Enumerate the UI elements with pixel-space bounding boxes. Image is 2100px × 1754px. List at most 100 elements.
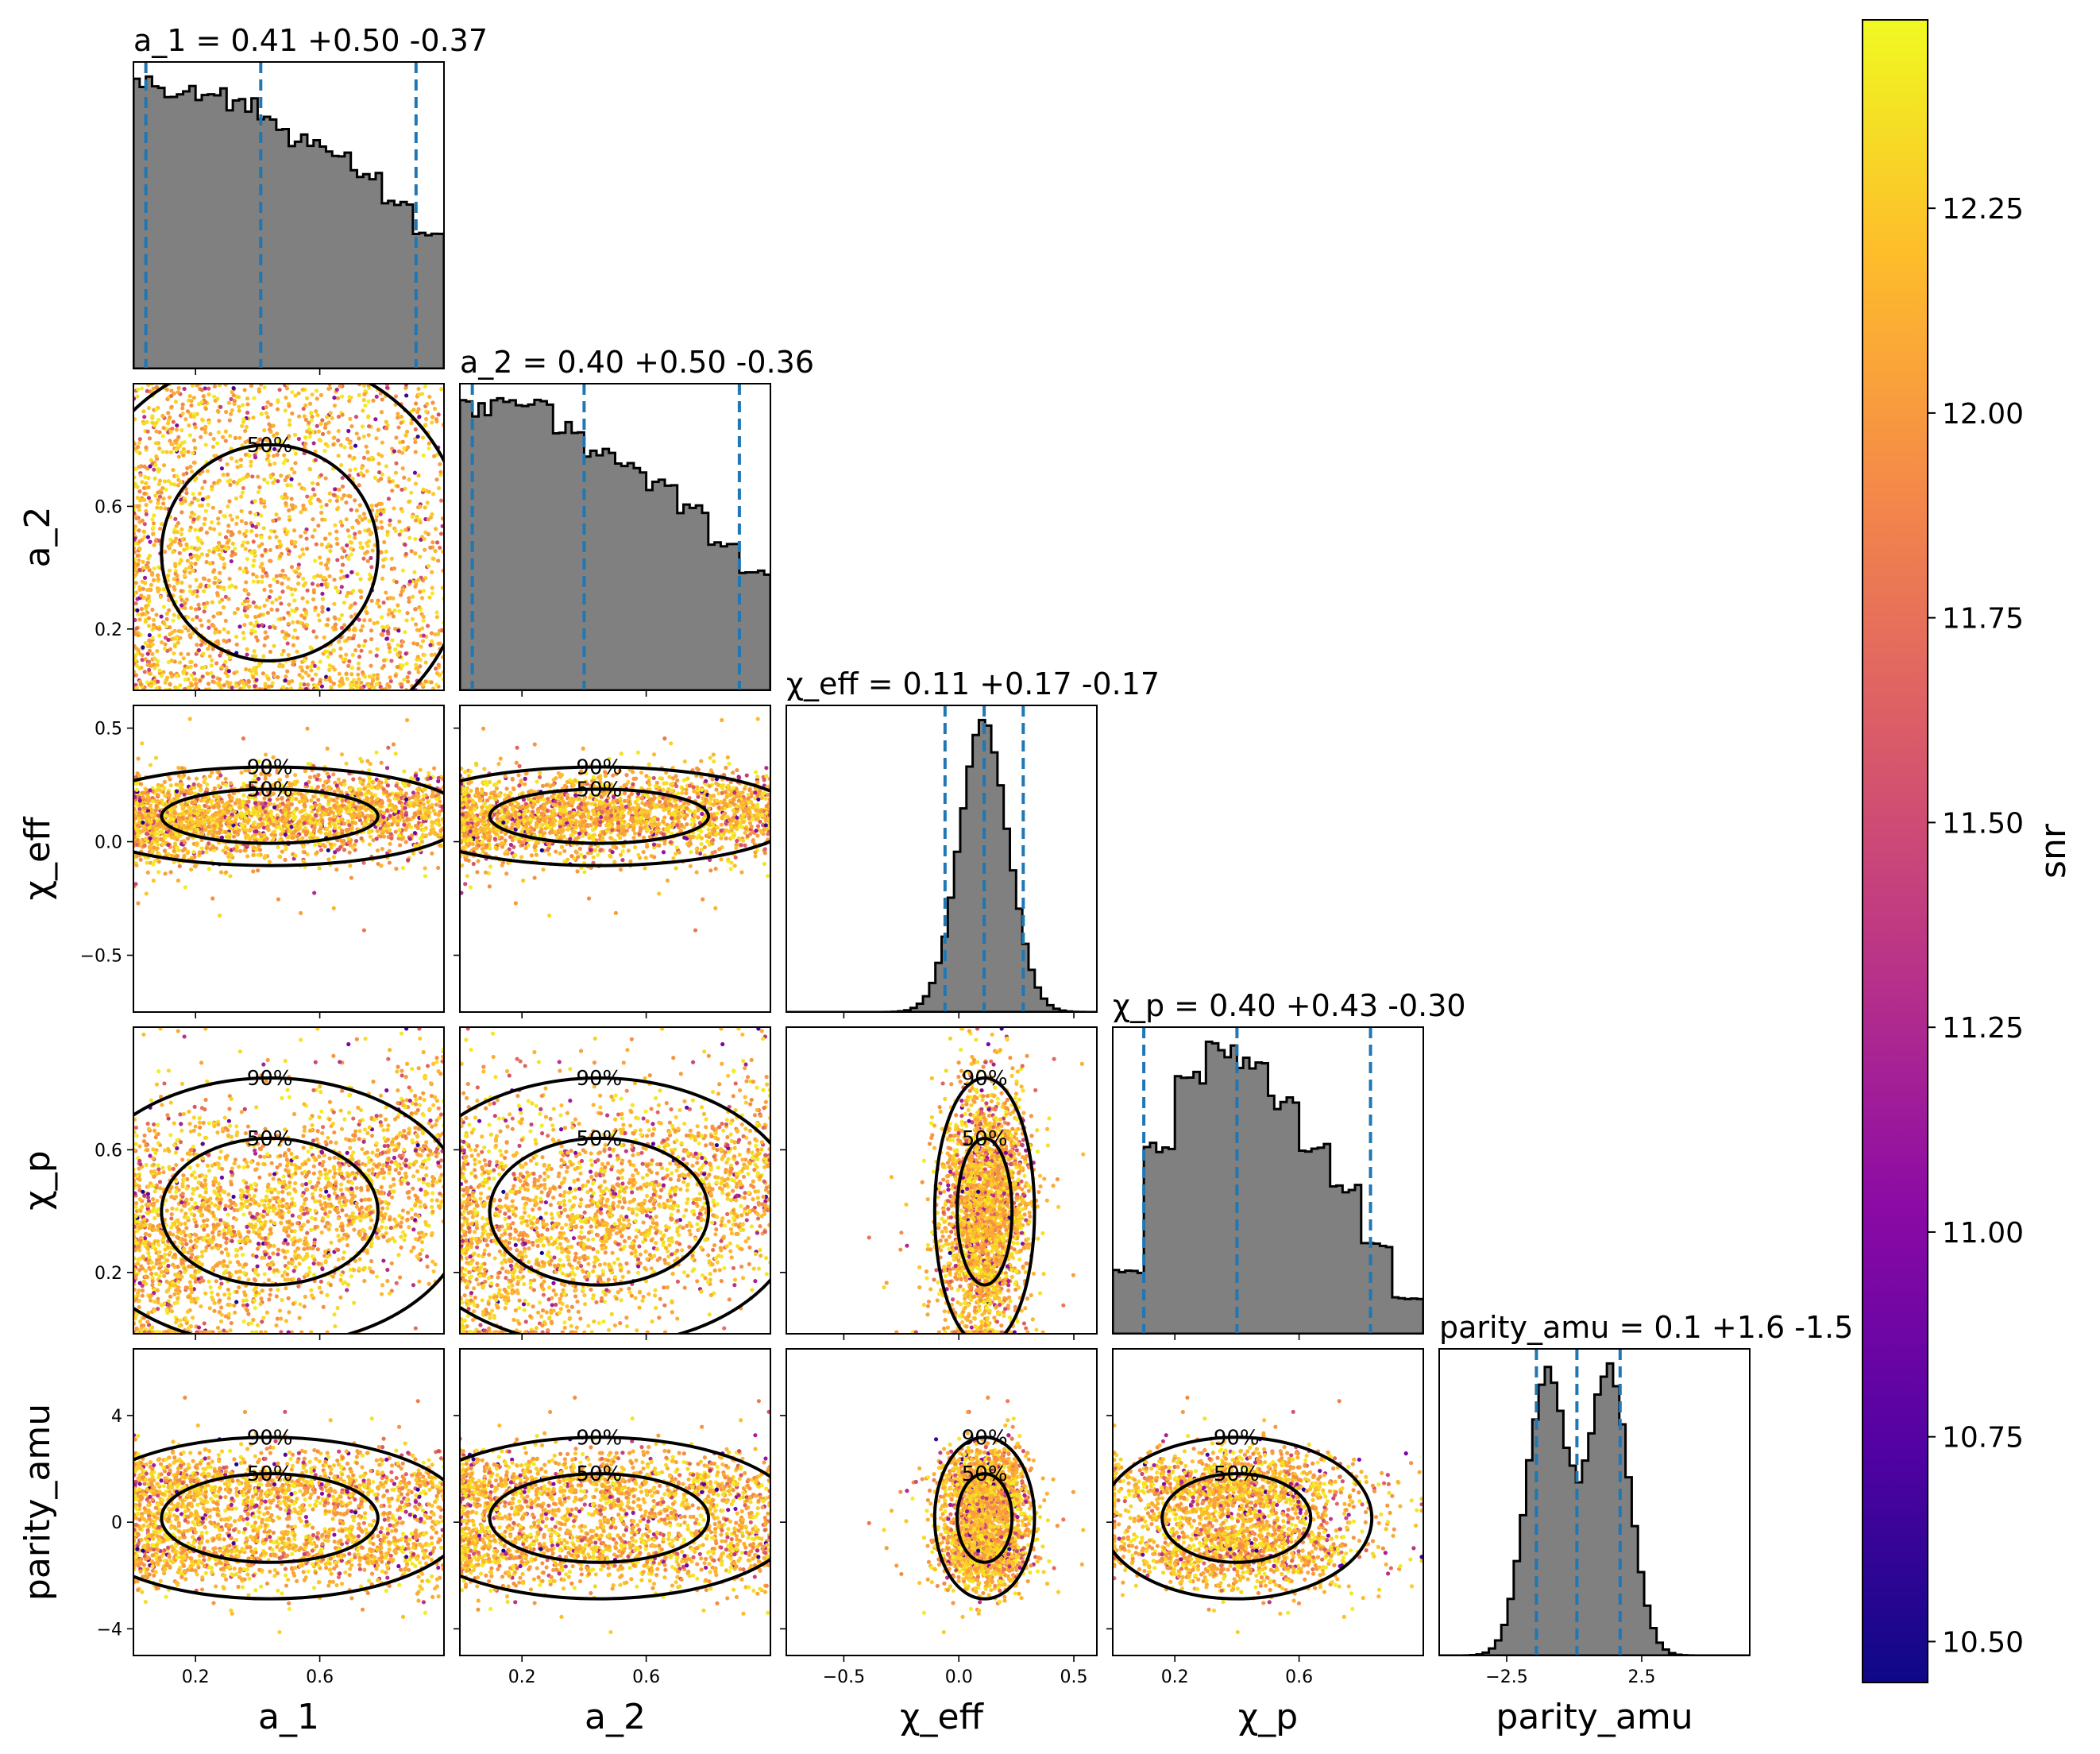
scatter-point: [320, 819, 325, 824]
scatter-point: [152, 666, 157, 670]
scatter-point: [386, 798, 391, 802]
scatter-point: [400, 780, 405, 786]
scatter-point: [263, 682, 268, 686]
scatter-point: [176, 454, 181, 459]
scatter-point: [221, 435, 226, 439]
scatter-point: [292, 598, 297, 603]
scatter-point: [268, 813, 274, 818]
scatter-point: [388, 523, 392, 527]
scatter-point: [263, 809, 268, 814]
scatter-point: [163, 680, 168, 685]
scatter-point: [244, 528, 249, 534]
scatter-point: [198, 584, 203, 589]
scatter-point: [203, 516, 207, 521]
scatter-point: [211, 394, 217, 399]
scatter-point: [258, 817, 263, 821]
scatter-point: [334, 783, 339, 788]
scatter-point: [193, 527, 198, 532]
scatter-point: [431, 808, 436, 813]
scatter-point: [295, 806, 299, 811]
scatter-point: [169, 853, 174, 858]
scatter-point: [269, 607, 274, 612]
scatter-point: [212, 454, 217, 458]
scatter-point: [134, 516, 139, 521]
scatter-point: [306, 682, 311, 687]
scatter-point: [267, 535, 272, 540]
scatter-point: [402, 446, 407, 450]
scatter-point: [172, 643, 178, 649]
scatter-point: [295, 649, 299, 654]
scatter-point: [289, 466, 294, 471]
scatter-point: [394, 783, 399, 788]
scatter-point: [146, 616, 152, 620]
scatter-point: [346, 636, 351, 640]
scatter-point: [210, 505, 215, 510]
scatter-point: [333, 823, 338, 828]
scatter-point: [145, 587, 150, 593]
scatter-point: [358, 540, 363, 546]
scatter-point: [428, 545, 433, 550]
scatter-point: [423, 576, 428, 581]
scatter-point: [191, 782, 196, 786]
scatter-point: [207, 548, 212, 553]
scatter-point: [168, 870, 173, 875]
scatter-point: [350, 652, 355, 658]
scatter-point: [317, 618, 322, 623]
scatter-point: [418, 589, 423, 594]
scatter-point: [268, 475, 273, 480]
scatter-point: [320, 591, 325, 597]
scatter-point: [342, 549, 347, 554]
scatter-point: [215, 584, 221, 589]
scatter-point: [135, 608, 140, 612]
scatter-point: [377, 604, 382, 609]
scatter-point: [303, 769, 307, 774]
scatter-point: [211, 550, 216, 554]
scatter-point: [154, 407, 159, 411]
scatter-point: [208, 847, 213, 852]
scatter-point: [228, 434, 233, 438]
scatter-point: [166, 790, 171, 795]
scatter-point: [381, 564, 386, 569]
scatter-point: [372, 620, 376, 626]
scatter-point: [205, 799, 210, 805]
scatter-point: [180, 406, 185, 411]
scatter-point: [438, 641, 442, 646]
scatter-point: [225, 540, 230, 545]
scatter-point: [134, 781, 140, 786]
scatter-point: [290, 506, 295, 512]
scatter-point: [191, 820, 195, 825]
scatter-point: [436, 791, 441, 797]
scatter-point: [373, 793, 377, 798]
scatter-point: [421, 802, 426, 807]
scatter-point: [172, 612, 176, 617]
scatter-point: [193, 663, 198, 668]
scatter-point: [199, 503, 204, 508]
scatter-point: [231, 385, 236, 391]
scatter-point: [186, 450, 191, 454]
scatter-point: [204, 559, 209, 565]
scatter-point: [228, 874, 233, 879]
scatter-point: [228, 825, 233, 830]
scatter-point: [388, 479, 392, 484]
scatter-point: [294, 570, 299, 574]
scatter-point: [428, 515, 434, 520]
scatter-point: [243, 452, 248, 458]
scatter-point: [433, 527, 438, 531]
scatter-point: [314, 542, 318, 547]
scatter-point: [212, 546, 217, 551]
scatter-point: [168, 415, 172, 420]
scatter-point: [230, 389, 234, 395]
scatter-point: [436, 778, 441, 783]
scatter-point: [403, 543, 407, 547]
scatter-point: [415, 787, 420, 792]
scatter-point: [219, 665, 224, 670]
scatter-point: [460, 767, 464, 771]
scatter-point: [338, 844, 343, 849]
scatter-point: [183, 846, 187, 852]
scatter-point: [204, 850, 209, 855]
scatter-point: [307, 435, 312, 439]
scatter-point: [308, 645, 313, 650]
scatter-point: [320, 813, 326, 817]
scatter-point: [309, 668, 314, 673]
scatter-point: [157, 668, 162, 673]
